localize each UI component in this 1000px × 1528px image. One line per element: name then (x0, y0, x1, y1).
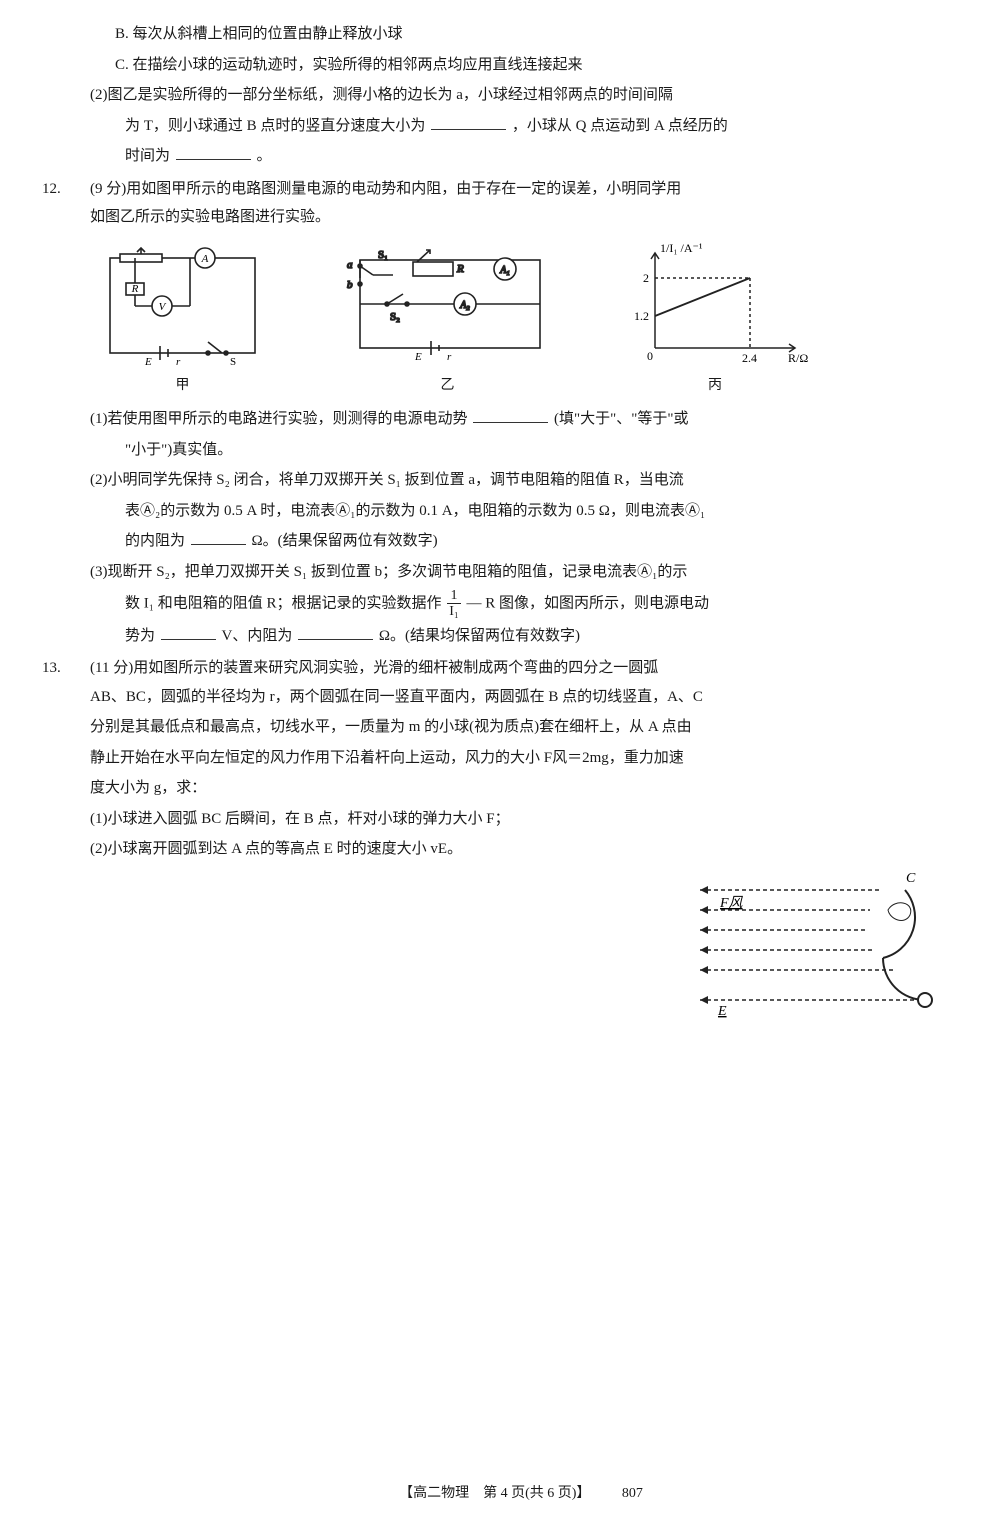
option-b: B. 每次从斜槽上相同的位置由静止释放小球 (90, 20, 960, 49)
svg-text:E: E (414, 351, 422, 363)
q12-head2: 如图乙所示的实验电路图进行实验。 (90, 203, 960, 232)
option-b-text: B. 每次从斜槽上相同的位置由静止释放小球 (115, 26, 403, 42)
q12-sr2b: 表Ⓐ₂的示数为 0.5 A 时，电流表Ⓐ₁的示数为 0.1 A，电阻箱的示数为 … (90, 497, 960, 526)
q13-header: 13. (11 分)用如图所示的装置来研究风洞实验，光滑的细杆被制成两个弯曲的四… (90, 654, 960, 683)
svg-text:S: S (230, 356, 236, 368)
q13-l5: 度大小为 g，求： (90, 774, 960, 803)
page-footer: 【高二物理 第 4 页(共 6 页)】 807 (90, 1480, 960, 1509)
q12-sr2a: (2)小明同学先保持 S₂ 闭合，将单刀双掷开关 S₁ 扳到位置 a，调节电阻箱… (90, 466, 960, 495)
graph-xlabel: R/Ω (788, 351, 808, 365)
q12-sr3c: 势为 V、内阻为 Ω。(结果均保留两位有效数字) (90, 622, 960, 651)
svg-text:R: R (131, 283, 139, 295)
q13-l3: 分别是其最低点和最高点，切线水平，一质量为 m 的小球(视为质点)套在细杆上，从… (90, 713, 960, 742)
circuit-jia-svg: A V R E r S (90, 238, 275, 373)
q12-sr2c: 的内阻为 Ω。(结果保留两位有效数字) (90, 527, 960, 556)
circuit-yi: a b S₁ R A₁ S₂ (335, 238, 560, 400)
q12-header: 12. (9 分)用如图甲所示的电路图测量电源的电动势和内阻，由于存在一定的误差… (90, 175, 960, 204)
svg-text:r: r (447, 351, 452, 363)
svg-text:R: R (456, 263, 464, 275)
q12-sr1: (1)若使用图甲所示的电路进行实验，则测得的电源电动势 (填"大于"、"等于"或 (90, 405, 960, 434)
caption-yi: 乙 (335, 373, 560, 400)
blank-r-val[interactable] (298, 622, 373, 640)
graph-ytick-1p2: 1.2 (634, 309, 649, 323)
q11-sub2-line1: (2)图乙是实验所得的一部分坐标纸，测得小格的边长为 a，小球经过相邻两点的时间… (90, 81, 960, 110)
q11-sub2-line3: 时间为 。 (90, 142, 960, 171)
graph-origin: 0 (647, 349, 653, 363)
circuit-yi-svg: a b S₁ R A₁ S₂ (335, 238, 560, 373)
circuit-jia: A V R E r S 甲 (90, 238, 275, 400)
blank-vB[interactable] (431, 112, 506, 130)
wind-diagram: C F风 E (670, 860, 960, 1030)
footer-text: 【高二物理 第 4 页(共 6 页)】 (399, 1486, 590, 1501)
graph-ylabel: 1/I₁ /A⁻¹ (660, 241, 703, 255)
caption-bing: 丙 (620, 373, 810, 400)
q12-sr1c: "小于")真实值。 (90, 436, 960, 465)
q13-p1: (1)小球进入圆弧 BC 后瞬间，在 B 点，杆对小球的弹力大小 F； (90, 805, 960, 834)
svg-text:A₂: A₂ (459, 300, 470, 311)
blank-rA1[interactable] (191, 528, 246, 546)
svg-text:S₁: S₁ (378, 249, 388, 261)
q13-number: 13. (42, 654, 90, 683)
q12-sr3a: (3)现断开 S₂，把单刀双掷开关 S₁ 扳到位置 b；多次调节电阻箱的阻值，记… (90, 558, 960, 587)
blank-emf-val[interactable] (161, 622, 216, 640)
svg-text:r: r (176, 356, 181, 368)
frac-1overI1: 1 I₁ (447, 588, 461, 620)
graph-bing-svg: 1/I₁ /A⁻¹ R/Ω 2 1.2 2.4 0 (620, 238, 810, 373)
caption-jia: 甲 (90, 373, 275, 400)
option-c-text: C. 在描绘小球的运动轨迹时，实验所得的相邻两点均应用直线连接起来 (115, 57, 583, 73)
q12-number: 12. (42, 175, 90, 204)
option-c: C. 在描绘小球的运动轨迹时，实验所得的相邻两点均应用直线连接起来 (90, 51, 960, 80)
wind-diagram-svg: C F风 E (670, 860, 960, 1030)
footer-badge: 807 (614, 1480, 651, 1509)
label-c: C (906, 871, 916, 886)
graph-bing: 1/I₁ /A⁻¹ R/Ω 2 1.2 2.4 0 丙 (620, 238, 810, 400)
svg-text:b: b (347, 279, 353, 291)
blank-emf-compare[interactable] (473, 406, 548, 424)
label-e: E (717, 1004, 727, 1019)
svg-text:E: E (144, 356, 152, 368)
q11-sub2-line2: 为 T，则小球通过 B 点时的竖直分速度大小为 ，小球从 Q 点运动到 A 点经… (90, 112, 960, 141)
blank-tQA[interactable] (176, 143, 251, 161)
q13-l4: 静止开始在水平向左恒定的风力作用下沿着杆向上运动，风力的大小 F风＝2mg，重力… (90, 744, 960, 773)
svg-text:S₂: S₂ (390, 311, 400, 323)
svg-text:a: a (347, 259, 353, 271)
label-fwind: F风 (719, 895, 744, 911)
svg-text:A: A (201, 253, 209, 265)
svg-text:A₁: A₁ (499, 265, 510, 276)
q12-sr3b: 数 I₁ 和电阻箱的阻值 R；根据记录的实验数据作 1 I₁ — R 图像，如图… (90, 588, 960, 620)
graph-ytick-2: 2 (643, 271, 649, 285)
q13-l2: AB、BC，圆弧的半径均为 r，两个圆弧在同一竖直平面内，两圆弧在 B 点的切线… (90, 683, 960, 712)
q12-diagram-row: A V R E r S 甲 a b S₁ (90, 238, 810, 400)
graph-xtick: 2.4 (742, 351, 757, 365)
